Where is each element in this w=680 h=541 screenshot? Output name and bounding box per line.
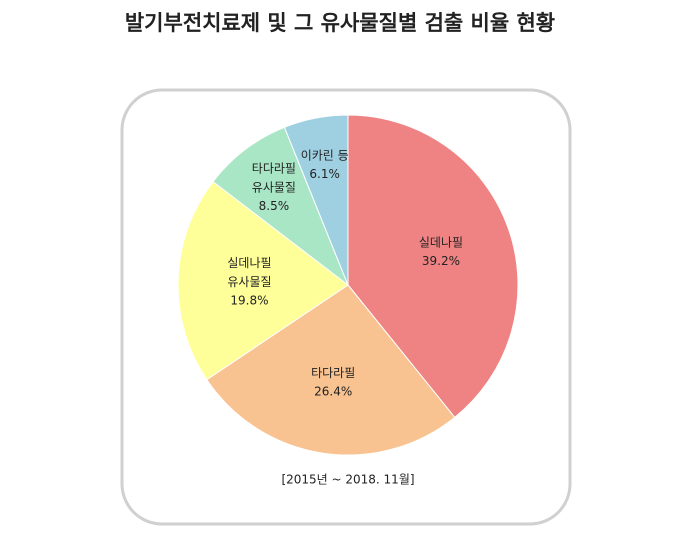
slice-label: 이카린 등 [301, 148, 349, 162]
pie-slice [347, 114, 519, 419]
pie-slice [206, 284, 456, 456]
value-label: 8.5% [259, 199, 290, 213]
slice-label: 타다라필 [311, 365, 355, 379]
value-label: 19.8% [230, 293, 268, 307]
pie-slice [212, 126, 350, 287]
value-label: 26.4% [314, 384, 352, 398]
slice-label: 타다라필 유사물질 [252, 161, 296, 194]
value-label: 39.2% [422, 254, 460, 268]
slice-label: 실데나필 유사물질 [227, 255, 271, 288]
chart-title: 발기부전치료제 및 그 유사물질별 검출 비율 현황 [125, 11, 555, 35]
pie-slice [177, 180, 349, 381]
slice-label: 실데나필 [419, 235, 463, 249]
value-label: 6.1% [309, 167, 340, 181]
chart-note: [2015년 ~ 2018. 11월] [281, 473, 414, 487]
pie-slice [283, 114, 349, 286]
